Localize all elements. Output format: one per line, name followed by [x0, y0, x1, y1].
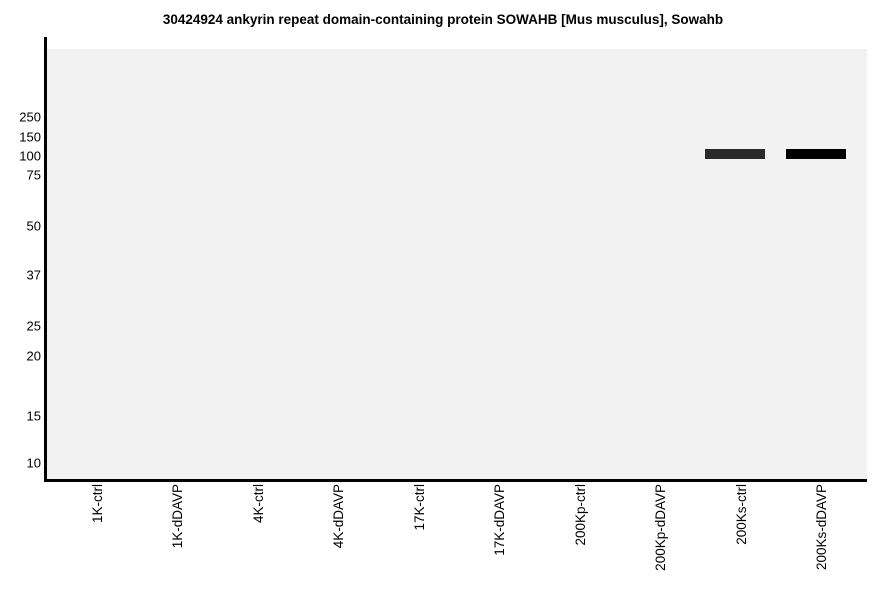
mw-marker-label: 150	[19, 129, 41, 145]
mw-marker-label: 10	[26, 455, 41, 471]
lane-label: 4K-dDAVP	[331, 484, 347, 549]
protein-band	[705, 148, 766, 159]
mw-marker-label: 100	[19, 148, 41, 164]
y-axis	[44, 37, 47, 482]
mw-marker-label: 25	[26, 318, 41, 334]
mw-marker-label: 75	[26, 167, 41, 183]
mw-marker-label: 20	[26, 348, 41, 364]
mw-marker-label: 15	[26, 408, 41, 424]
mw-marker-label: 250	[19, 109, 41, 125]
lane-label: 17K-dDAVP	[492, 484, 508, 556]
lane-label: 200Kp-dDAVP	[653, 484, 669, 571]
mw-marker-label: 37	[26, 267, 41, 283]
lane-label: 17K-ctrl	[411, 484, 427, 531]
lane-label: 200Kp-ctrl	[572, 484, 588, 546]
lane-label: 200Ks-dDAVP	[814, 484, 830, 571]
lane-label: 4K-ctrl	[250, 484, 266, 524]
chart-title: 30424924 ankyrin repeat domain-containin…	[162, 12, 724, 27]
lane-label: 1K-dDAVP	[170, 484, 186, 549]
plot-area	[47, 49, 867, 479]
mw-marker-label: 50	[26, 218, 41, 234]
lane-label: 200Ks-ctrl	[733, 484, 749, 545]
lane-label: 1K-ctrl	[90, 484, 105, 524]
protein-band	[785, 148, 846, 159]
x-axis	[44, 479, 867, 482]
